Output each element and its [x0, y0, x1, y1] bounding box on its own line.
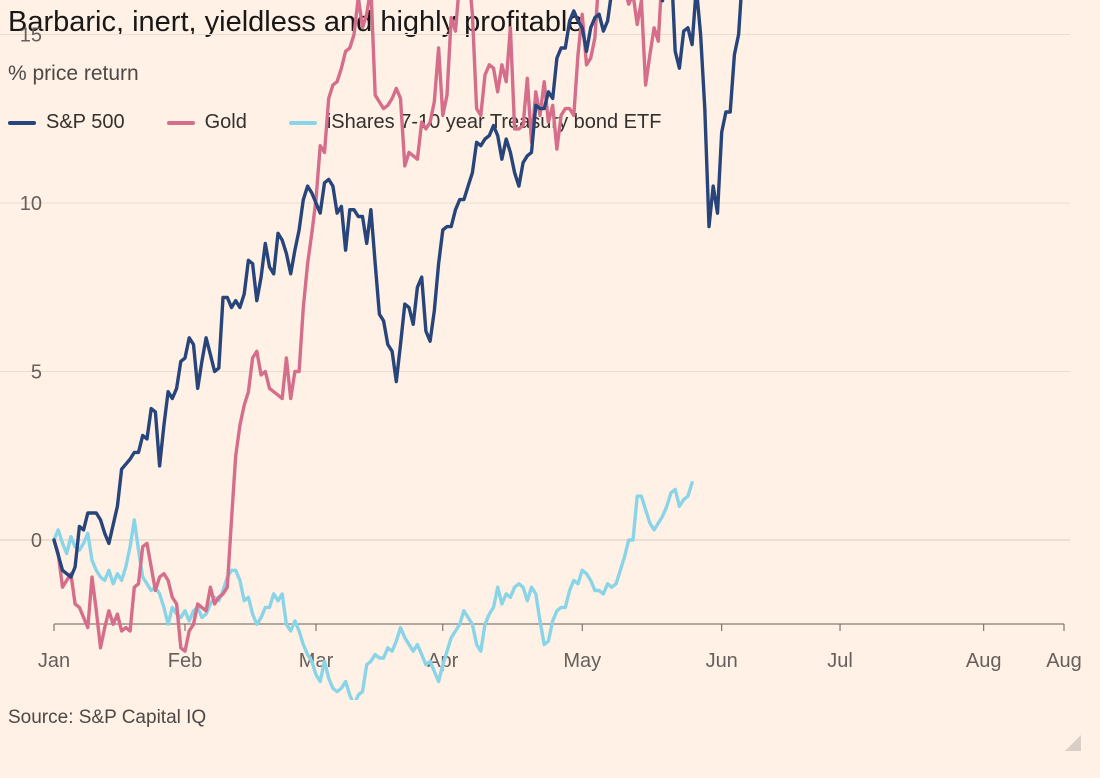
series-line-gold — [52, 0, 663, 653]
legend-label-sp500: S&P 500 — [46, 111, 125, 133]
x-tick-label-4: May — [563, 650, 601, 672]
y-tick-label-0: 0 — [31, 530, 42, 552]
legend-swatch-gold — [166, 120, 195, 125]
x-tick-label-7: Aug — [966, 650, 1002, 672]
chart-legend: S&P 500 Gold iShares 7-10 year Treasury … — [8, 111, 703, 134]
x-tick-label-6: Jul — [827, 650, 853, 672]
x-tick-label-1: Feb — [168, 650, 202, 672]
legend-label-treasury: iShares 7-10 year Treasury bond ETF — [326, 111, 662, 133]
y-tick-label-15: 15 — [20, 25, 42, 47]
series-line-sp500 — [52, 0, 743, 579]
x-tick-label-2: Mar — [299, 650, 334, 672]
source-note: Source: S&P Capital IQ — [8, 707, 207, 728]
series-line-treasury — [52, 481, 694, 700]
x-tick-label-5: Jun — [706, 650, 738, 672]
x-tick-label-8: Aug — [1046, 650, 1082, 672]
legend-swatch-sp500 — [8, 120, 36, 125]
legend-item-sp500: S&P 500 — [8, 111, 125, 134]
legend-item-gold: Gold — [166, 111, 247, 134]
y-tick-label-5: 5 — [31, 362, 42, 384]
y-tick-label-10: 10 — [20, 193, 42, 215]
legend-item-treasury: iShares 7-10 year Treasury bond ETF — [288, 111, 662, 134]
chart-title: Barbaric, inert, yieldless and highly pr… — [8, 6, 584, 38]
legend-swatch-treasury — [288, 120, 317, 125]
line-chart: 05101520JanFebMarAprMayJunJulAugAug — [0, 0, 1082, 700]
x-tick-label-0: Jan — [38, 650, 70, 672]
chart-subtitle: % price return — [8, 62, 139, 85]
resize-corner-icon — [1065, 735, 1081, 751]
legend-label-gold: Gold — [204, 111, 247, 133]
